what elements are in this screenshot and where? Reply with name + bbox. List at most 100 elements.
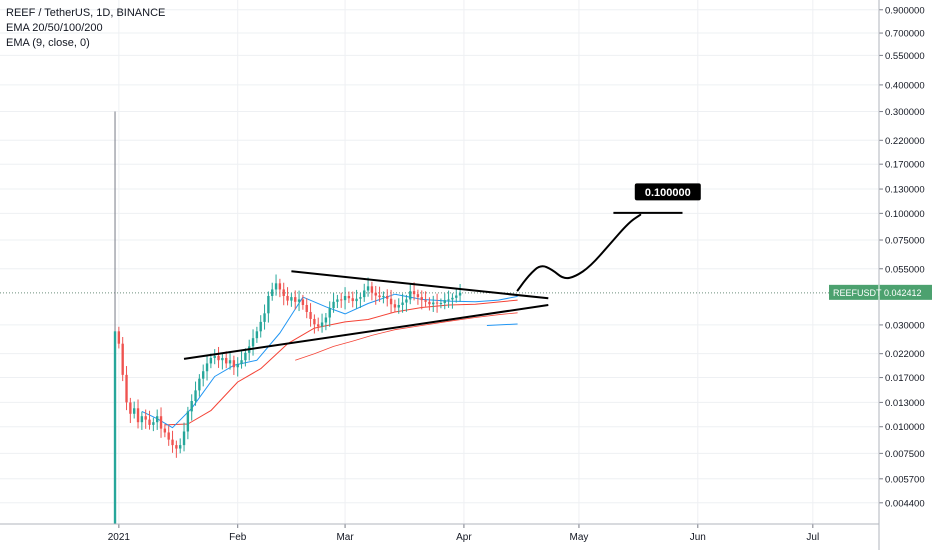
candle — [386, 295, 389, 299]
target-label-text: 0.100000 — [645, 187, 691, 199]
price-tick-label: 0.004400 — [885, 498, 925, 509]
listing-candle — [113, 331, 117, 524]
candle — [451, 297, 454, 300]
price-tick-label: 0.017000 — [885, 373, 925, 384]
candle — [240, 360, 243, 364]
candle — [374, 292, 377, 296]
candle — [397, 304, 400, 308]
ema-indicator-label[interactable]: EMA 20/50/100/200 — [6, 22, 103, 34]
price-tick-label: 0.030000 — [885, 320, 925, 331]
candle — [159, 416, 163, 429]
candle — [175, 445, 178, 449]
symbol-title[interactable]: REEF / TetherUS, 1D, BINANCE — [6, 7, 166, 19]
candle — [347, 295, 351, 299]
candle — [129, 402, 132, 414]
ema9-indicator-label[interactable]: EMA (9, close, 0) — [6, 37, 90, 49]
chart-legend[interactable]: REEF / TetherUS, 1D, BINANCE EMA 20/50/1… — [6, 6, 165, 51]
candle — [447, 299, 450, 301]
current-price-tag-bg — [829, 284, 932, 300]
time-tick-label: Jul — [806, 532, 819, 543]
candle — [282, 289, 285, 296]
candle — [340, 299, 343, 301]
price-tick-label: 0.900000 — [885, 5, 925, 16]
time-axis[interactable]: 2021 Feb Mar Apr May Jun Jul — [0, 523, 879, 543]
candle — [117, 331, 121, 344]
candle — [140, 416, 144, 423]
candle — [228, 360, 232, 364]
price-tick-label: 0.007500 — [885, 449, 925, 460]
time-tick-label: Mar — [336, 532, 354, 543]
candle — [163, 428, 167, 433]
price-tick-label: 0.010000 — [885, 422, 925, 433]
current-price-ticker: REEFUSDT — [833, 288, 882, 298]
candle — [278, 283, 282, 290]
candles — [113, 111, 462, 524]
candle — [267, 295, 270, 314]
candle — [148, 419, 151, 425]
candle — [363, 290, 366, 298]
candle — [232, 360, 236, 368]
candle — [382, 295, 385, 298]
price-tick-label: 0.220000 — [885, 136, 925, 147]
candle — [389, 298, 393, 305]
price-tick-label: 0.055000 — [885, 264, 925, 275]
price-tags: REEFUSDT 0.042412 — [829, 284, 932, 300]
candle — [186, 411, 190, 432]
candle — [255, 331, 259, 339]
price-tick-label: 0.170000 — [885, 160, 925, 171]
candle — [217, 355, 220, 361]
time-tick-label: May — [569, 532, 588, 543]
candle — [401, 302, 404, 305]
candle — [236, 363, 239, 368]
price-tick-label: 0.075000 — [885, 236, 925, 247]
candle — [221, 357, 224, 361]
candle — [144, 416, 147, 420]
grid — [0, 0, 878, 524]
candle — [313, 318, 316, 325]
candle — [179, 445, 182, 449]
price-tick-label: 0.100000 — [885, 209, 925, 220]
candle — [263, 313, 266, 322]
ema-blue-line-2 — [486, 323, 518, 326]
price-tick-label: 0.700000 — [885, 29, 925, 40]
candle — [405, 299, 408, 303]
candle — [370, 286, 374, 293]
candle — [190, 400, 193, 412]
current-price-tag: REEFUSDT 0.042412 — [829, 284, 932, 300]
candle — [167, 432, 170, 440]
price-tick-label: 0.550000 — [885, 51, 925, 62]
drawings: 0.100000 — [183, 183, 701, 360]
candle — [125, 374, 128, 403]
candle — [409, 291, 412, 300]
candle — [351, 298, 354, 302]
candle — [428, 301, 431, 305]
time-tick-label: Jun — [690, 532, 706, 543]
candle — [274, 283, 278, 290]
candle — [171, 439, 174, 446]
candle — [297, 299, 301, 302]
candle — [205, 363, 209, 372]
time-tick-label: Apr — [456, 532, 472, 543]
candle — [420, 297, 423, 301]
candle — [309, 311, 312, 319]
candle — [194, 390, 197, 401]
trendline-upper — [291, 270, 549, 300]
candle — [202, 371, 205, 379]
candle — [443, 300, 446, 304]
candle — [378, 295, 381, 298]
candle — [455, 295, 458, 298]
candle — [355, 298, 358, 302]
price-tick-label: 0.300000 — [885, 107, 925, 118]
price-tick-label: 0.013000 — [885, 398, 925, 409]
current-price-value: 0.042412 — [884, 288, 922, 298]
time-tick-label: Feb — [229, 532, 247, 543]
projection-curve — [516, 213, 642, 292]
candle — [305, 304, 308, 312]
candle — [416, 294, 420, 298]
price-axis[interactable]: 0.900000 0.700000 0.550000 0.400000 0.300000… — [878, 0, 925, 550]
candle — [136, 408, 140, 423]
candle — [359, 297, 362, 299]
candle — [225, 357, 228, 364]
